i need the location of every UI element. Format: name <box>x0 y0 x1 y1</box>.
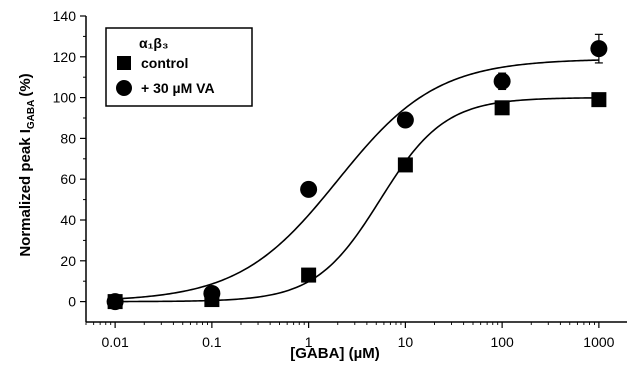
data-point-va <box>493 72 511 90</box>
y-tick-label: 100 <box>53 90 77 106</box>
legend-label-control: control <box>141 55 188 71</box>
x-axis-title: [GABA] (µM) <box>290 345 379 362</box>
data-point-va <box>300 180 318 198</box>
x-tick-label: 1000 <box>583 334 614 350</box>
x-tick-label: 10 <box>398 334 414 350</box>
y-tick-label: 140 <box>53 8 77 24</box>
x-tick-label: 0.1 <box>202 334 222 350</box>
legend-label-va: + 30 µM VA <box>141 80 215 96</box>
data-point-va <box>396 111 414 129</box>
y-tick-label: 60 <box>60 171 76 187</box>
axes: 0 20 40 60 80 100 120 140 0.01 0.1 1 10 100 1000 <box>53 8 627 350</box>
fit-curve-control <box>115 97 599 303</box>
y-axis-title-subscript: GABA <box>26 100 37 129</box>
x-tick-label: 0.01 <box>101 334 128 350</box>
x-tick-label: 100 <box>490 334 514 350</box>
y-tick-label: 40 <box>60 212 76 228</box>
legend-marker-va <box>116 80 132 96</box>
y-tick-label: 120 <box>53 49 77 65</box>
fit-curve-va <box>115 59 599 300</box>
y-tick-label: 0 <box>68 294 76 310</box>
data-point-va <box>106 293 124 311</box>
data-point-va <box>203 284 221 302</box>
y-axis-title-unit: (%) <box>17 73 34 96</box>
error-bars <box>304 33 603 278</box>
data-point-control <box>591 92 607 108</box>
legend-marker-control <box>117 56 131 70</box>
x-tick-label: 1 <box>305 334 313 350</box>
y-tick-label: 80 <box>60 130 76 146</box>
data-point-control <box>301 267 317 283</box>
y-axis-title-main: Normalized peak I <box>17 129 34 257</box>
legend-title: α₁β₃ <box>139 35 168 51</box>
data-point-va <box>590 40 608 58</box>
data-markers <box>106 40 608 311</box>
legend: α₁β₃ control + 30 µM VA <box>105 27 253 107</box>
y-axis-title: Normalized peak IGABA (%) <box>17 73 37 256</box>
data-point-control <box>397 157 413 173</box>
y-tick-label: 20 <box>60 253 76 269</box>
data-point-control <box>494 100 510 116</box>
fit-curves <box>115 59 599 303</box>
